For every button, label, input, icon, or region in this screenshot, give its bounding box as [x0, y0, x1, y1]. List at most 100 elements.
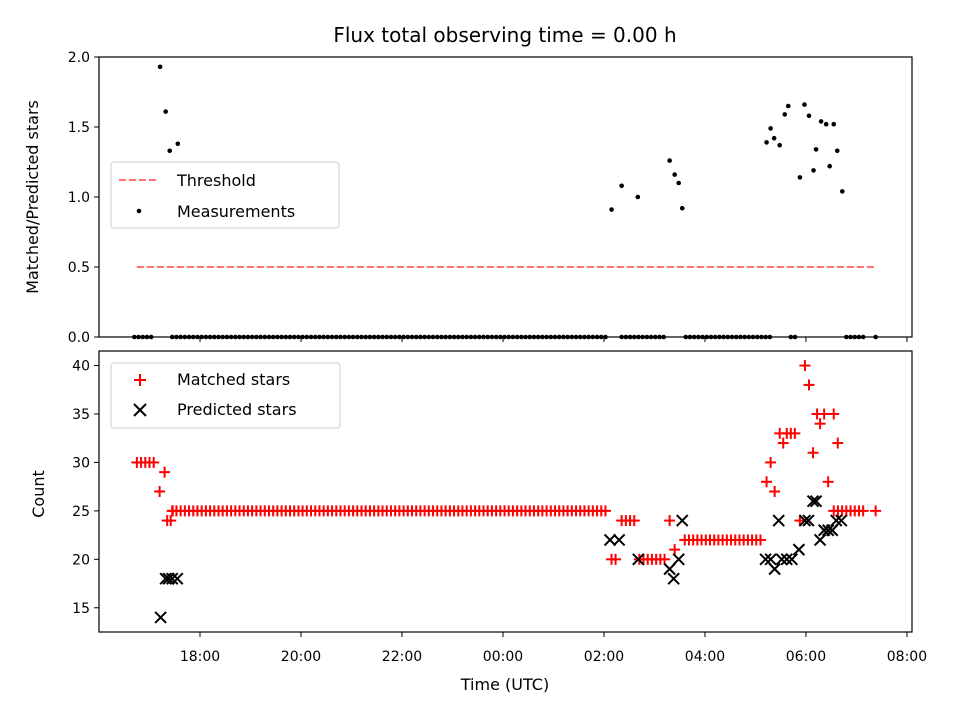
measurement-point — [818, 119, 824, 124]
predicted-star-point — [612, 533, 626, 547]
predicted-star-stroke — [802, 514, 815, 527]
measurement-point — [813, 147, 819, 152]
measurement-point — [175, 141, 181, 147]
predicted-star-point — [764, 553, 777, 566]
predicted-star-point — [663, 562, 676, 576]
matched-star-point — [599, 505, 611, 517]
x-tick-label: 20:00 — [281, 649, 321, 665]
measurement-point — [782, 112, 788, 117]
matched-star-point — [154, 486, 166, 497]
count-y-tick-label: 30 — [72, 455, 90, 471]
matched-star-point — [807, 447, 819, 459]
measurement-point — [777, 142, 782, 148]
measurement-point — [764, 140, 769, 145]
predicted-star-stroke — [603, 533, 617, 547]
predicted-star-stroke — [632, 553, 645, 566]
count-y-tick-label: 20 — [72, 552, 90, 568]
measurements-legend-label: Measurements — [177, 202, 295, 221]
matched-star-point — [799, 360, 811, 372]
measurement-point — [802, 102, 807, 107]
ratio-legend: Threshold Measurements — [110, 161, 340, 229]
predicted-star-stroke — [826, 524, 839, 537]
predicted-star-point — [775, 553, 788, 566]
predicted-star-point — [772, 514, 785, 527]
matched-star-point — [610, 553, 622, 565]
matched-star-point — [803, 379, 815, 391]
count-panel: 15 20 25 30 35 40 18:00 20:00 22:00 00:00 02:00 04… — [29, 350, 927, 665]
x-tick-label: 04:00 — [685, 649, 725, 665]
predicted-star-point — [821, 524, 835, 537]
predicted-star-stroke — [768, 562, 781, 576]
matched-star-point — [669, 544, 681, 556]
predicted-star-point — [676, 514, 689, 527]
matched-star-point — [828, 408, 840, 420]
predicted-star-point — [806, 494, 820, 508]
predicted-star-point — [792, 543, 806, 556]
predicted-star-stroke — [806, 494, 820, 508]
matched-star-point — [148, 456, 160, 468]
predicted-star-stroke — [780, 553, 793, 566]
measurement-point — [609, 207, 614, 212]
x-tick-label: 18:00 — [180, 649, 220, 665]
measurement-point — [840, 189, 845, 194]
matched-star-point — [857, 505, 869, 517]
measurement-point — [157, 64, 163, 70]
count-legend-box — [110, 362, 341, 429]
predicted-star-stroke — [166, 572, 179, 585]
count-panel-frame — [98, 350, 913, 633]
predicted-star-stroke — [821, 524, 835, 537]
measurement-point — [823, 121, 829, 127]
matched-star-point — [789, 427, 801, 439]
predicted-star-point — [667, 572, 680, 585]
matched-star-point — [664, 515, 676, 527]
predicted-star-point — [768, 562, 781, 576]
predicted-star-stroke — [835, 514, 848, 527]
matched-star-point — [659, 553, 671, 565]
predicted-star-point — [632, 553, 645, 566]
measurement-point — [672, 172, 677, 177]
measurement-point — [771, 135, 777, 141]
predicted-star-stroke — [830, 514, 843, 527]
predicted-star-point — [798, 514, 812, 527]
chart-title: Flux total observing time = 0.00 h — [333, 23, 676, 47]
ratio-panel: 0.00.51.01.52.0 Matched/Predicted stars … — [23, 50, 913, 346]
predicted-star-stroke — [809, 494, 823, 508]
count-y-tick-label: 35 — [72, 407, 90, 423]
predicted-star-point — [171, 572, 184, 585]
ratio-y-axis-label: Matched/Predicted stars — [23, 100, 42, 294]
predicted-star-stroke — [775, 553, 788, 566]
threshold-legend-label: Threshold — [176, 171, 256, 190]
predicted-star-point — [166, 572, 179, 585]
matched-legend-swatch — [134, 374, 146, 386]
predicted-star-point — [835, 514, 848, 527]
measurement-point — [827, 163, 832, 169]
predicted-star-point — [154, 611, 167, 624]
ratio-y-tick-label: 1.0 — [68, 190, 90, 206]
count-y-tick-label: 40 — [72, 359, 90, 375]
predicted-star-point — [826, 524, 839, 537]
measurements-legend-swatch — [136, 208, 142, 214]
predicted-star-stroke — [792, 543, 806, 556]
predicted-star-stroke — [663, 562, 676, 576]
predicted-star-stroke — [171, 572, 184, 585]
matched-star-point — [769, 486, 781, 497]
ratio-legend-box — [110, 161, 340, 229]
matched-star-point — [628, 515, 640, 527]
matched-star-point — [818, 408, 830, 420]
matched-star-point — [765, 456, 777, 468]
predicted-star-stroke — [676, 514, 689, 527]
x-axis-label: Time (UTC) — [460, 675, 549, 694]
predicted-star-stroke — [759, 553, 772, 566]
predicted-star-stroke — [772, 514, 785, 527]
count-legend: Matched stars Predicted stars — [110, 362, 341, 429]
predicted-star-point — [785, 553, 799, 566]
ratio-y-tick-label: 1.5 — [68, 120, 90, 136]
x-tick-label: 08:00 — [887, 649, 927, 665]
predicted-star-point — [759, 553, 772, 566]
count-y-tick-label: 25 — [72, 504, 90, 520]
measurement-point — [806, 113, 812, 119]
predicted-star-point — [830, 514, 843, 527]
measurement-point — [797, 175, 803, 180]
measurement-point — [619, 183, 624, 189]
